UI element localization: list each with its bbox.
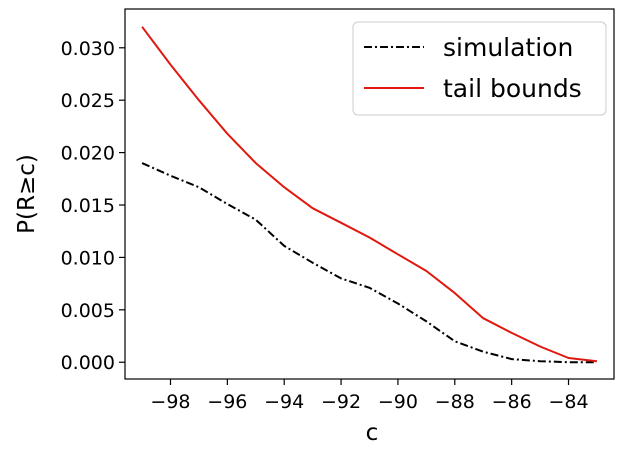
y-tick-label: 0.005 xyxy=(61,300,115,322)
legend-box xyxy=(352,21,607,116)
series-line-simulation xyxy=(141,162,597,364)
x-tick-label: −84 xyxy=(548,391,588,413)
legend-tail-bounds-label: tail bounds xyxy=(443,74,582,103)
y-tick-label: 0.025 xyxy=(61,90,115,112)
x-tick-label: −98 xyxy=(150,391,190,413)
y-tick-label: 0.015 xyxy=(61,195,115,217)
y-axis: 0.000 0.005 0.010 0.015 0.020 0.025 0.030 xyxy=(61,38,125,374)
legend: simulation tail bounds xyxy=(352,21,607,116)
x-tick-label: −88 xyxy=(435,391,475,413)
y-tick-label: 0.030 xyxy=(61,38,115,60)
plot-frame xyxy=(124,8,615,380)
x-tick-label: −94 xyxy=(264,391,304,413)
x-axis: −98 −96 −94 −92 −90 −88 −86 −84 xyxy=(150,379,589,413)
x-tick-label: −96 xyxy=(207,391,247,413)
y-tick-label: 0.000 xyxy=(61,352,115,374)
x-axis-label: c xyxy=(366,420,379,446)
y-tick-label: 0.010 xyxy=(61,247,115,269)
x-tick-label: −92 xyxy=(321,391,361,413)
y-tick-label: 0.020 xyxy=(61,143,115,165)
series-line-tail-bounds xyxy=(141,26,598,363)
x-tick-label: −86 xyxy=(492,391,532,413)
y-axis-label: P(R≥c) xyxy=(14,154,40,234)
series-layer xyxy=(141,26,598,364)
legend-simulation-label: simulation xyxy=(443,33,573,62)
x-tick-label: −90 xyxy=(378,391,418,413)
